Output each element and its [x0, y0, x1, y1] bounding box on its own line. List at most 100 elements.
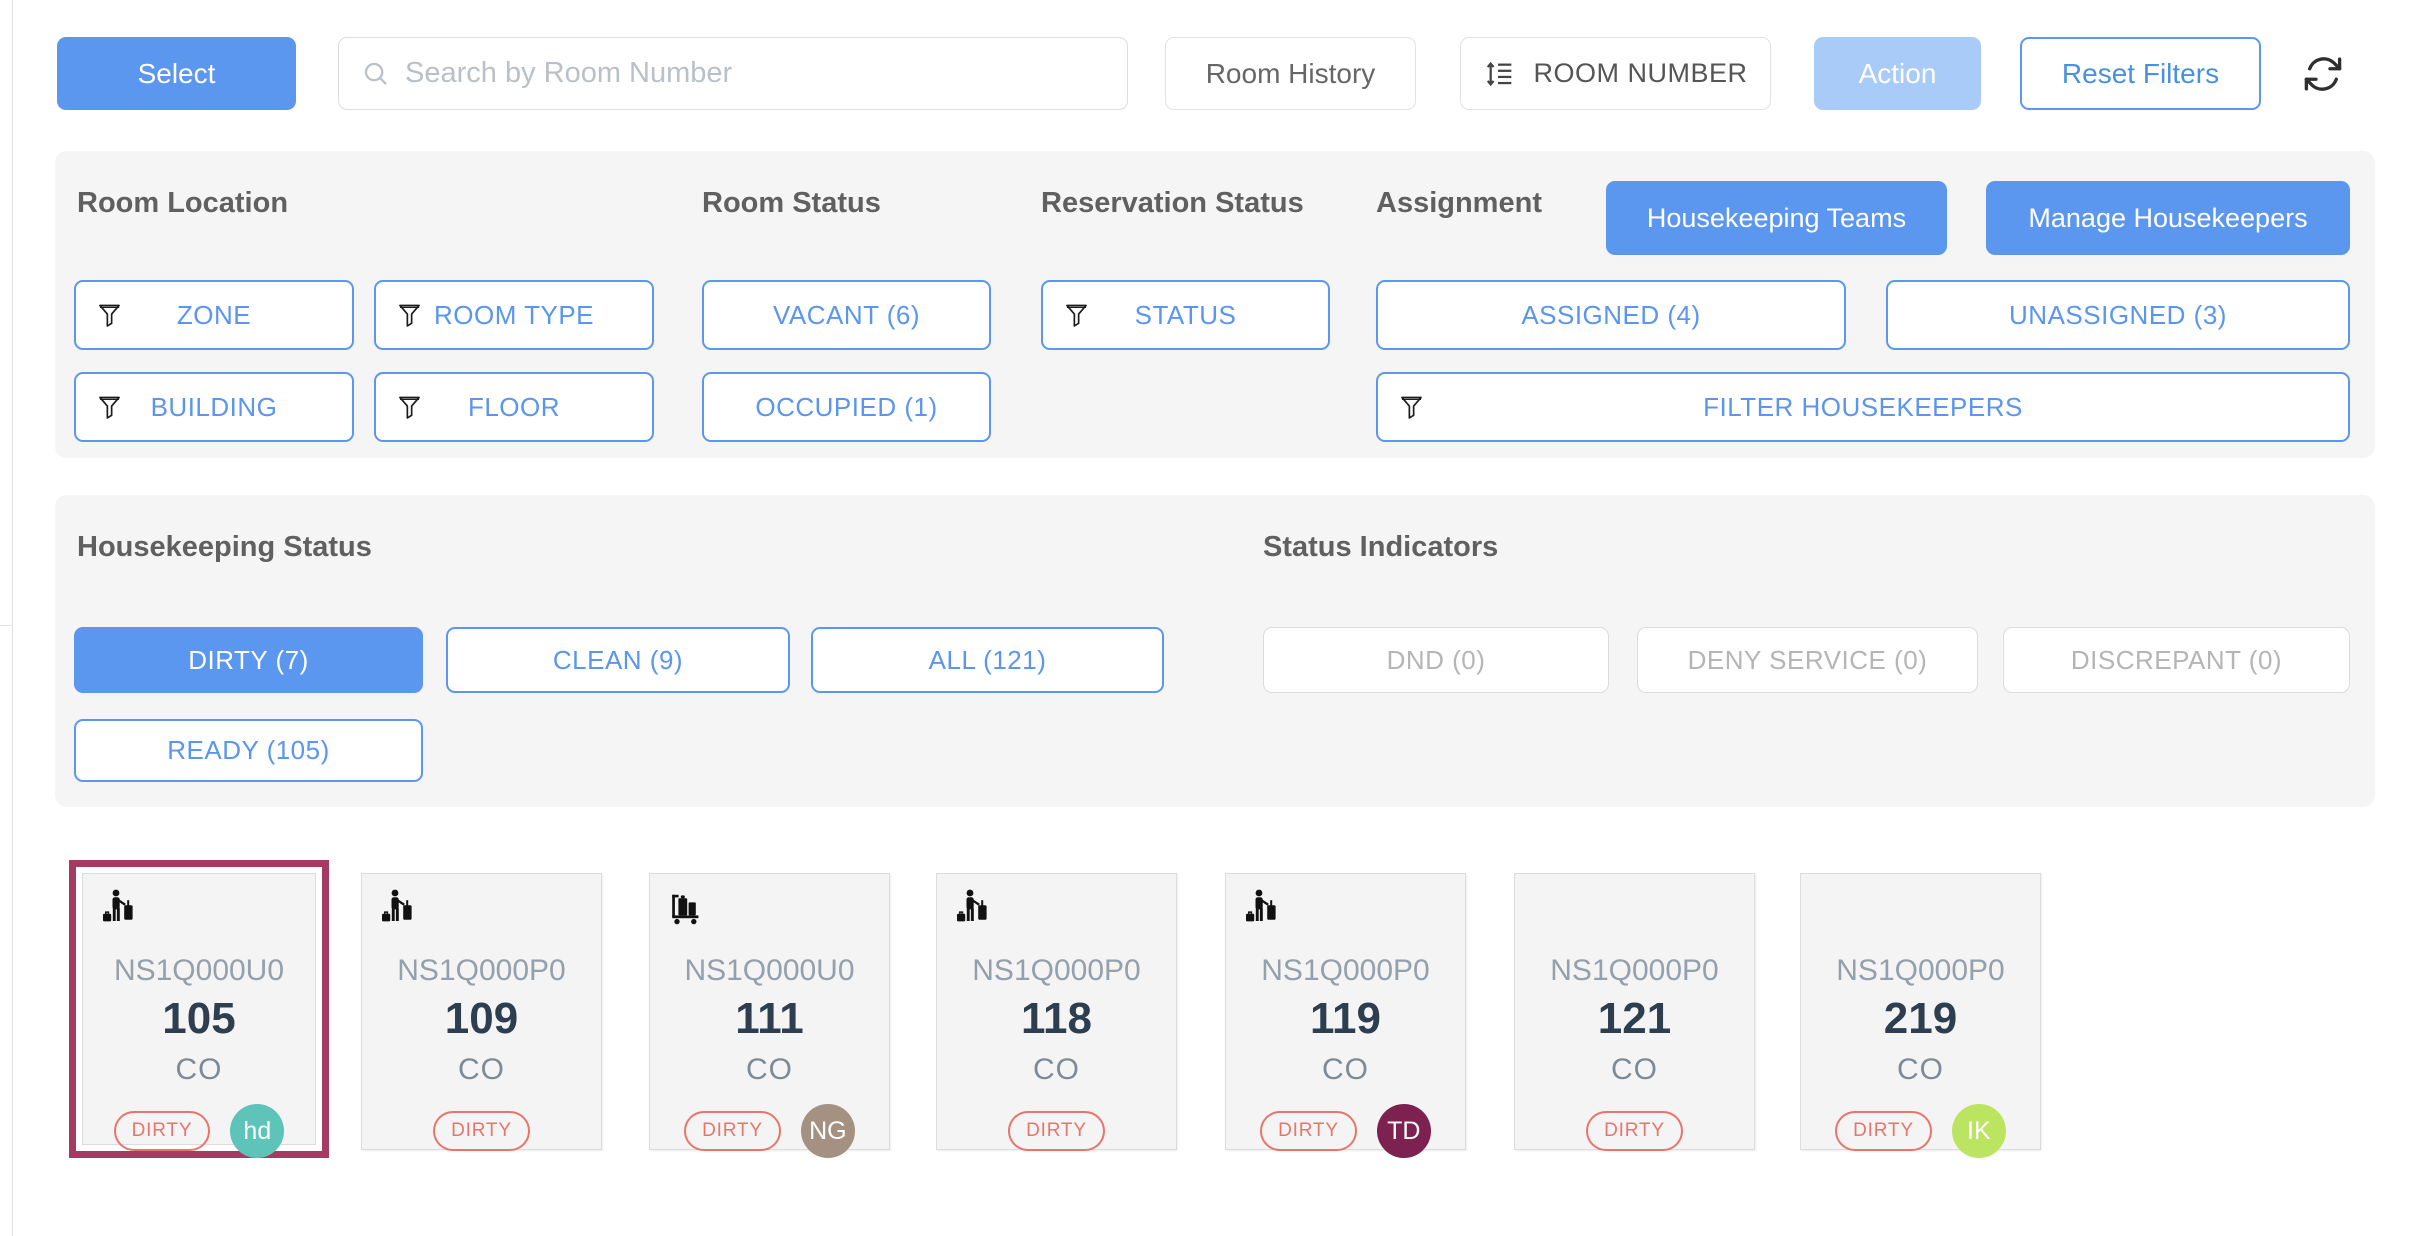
filter-floor-label: FLOOR [467, 391, 561, 422]
filter-housekeepers-label: FILTER HOUSEKEEPERS [1703, 391, 2023, 422]
room-number: 109 [444, 994, 519, 1043]
manage-housekeepers-button[interactable]: Manage Housekeepers [1986, 181, 2350, 255]
room-type-code: NS1Q000P0 [972, 954, 1141, 987]
room-card-119[interactable]: NS1Q000P0 119 CO DIRTY TD [1225, 873, 1466, 1158]
filter-funnel-icon [396, 302, 423, 329]
reservation-code: CO [1322, 1053, 1369, 1086]
guest-with-luggage-icon [1242, 888, 1282, 928]
select-button[interactable]: Select [57, 37, 296, 110]
filter-occupied-label: OCCUPIED (1) [755, 391, 938, 422]
guest-with-luggage-icon [378, 888, 418, 928]
indicator-deny-service-label: DENY SERVICE (0) [1687, 644, 1928, 675]
sort-label: ROOM NUMBER [1533, 58, 1748, 88]
room-card-219[interactable]: NS1Q000P0 219 CO DIRTY IK [1800, 873, 2041, 1158]
action-button[interactable]: Action [1814, 37, 1981, 110]
filter-zone-label: ZONE [176, 299, 252, 330]
filter-funnel-icon [1398, 394, 1425, 421]
sort-by-room-number-button[interactable]: ROOM NUMBER [1460, 37, 1771, 110]
room-number: 119 [1310, 994, 1381, 1043]
room-number: 111 [735, 994, 804, 1043]
reservation-code: CO [175, 1053, 223, 1086]
status-indicators-title: Status Indicators [1263, 531, 1499, 563]
search-icon [361, 59, 391, 89]
filter-occupied-button[interactable]: OCCUPIED (1) [702, 372, 991, 442]
room-number: 219 [1883, 994, 1958, 1043]
dirty-status-badge: DIRTY [433, 1111, 530, 1151]
indicator-dnd-label: DND (0) [1386, 644, 1486, 675]
indicator-discrepant-button[interactable]: DISCREPANT (0) [2003, 627, 2350, 693]
room-type-code: NS1Q000P0 [1261, 954, 1430, 987]
housekeeping-status-panel: Housekeeping Status Status Indicators DI… [55, 495, 2375, 807]
indicator-discrepant-label: DISCREPANT (0) [2070, 644, 2283, 675]
filter-unassigned-button[interactable]: UNASSIGNED (3) [1886, 280, 2350, 350]
dirty-status-badge: DIRTY [1260, 1111, 1357, 1151]
indicator-deny-service-button[interactable]: DENY SERVICE (0) [1637, 627, 1978, 693]
dirty-status-badge: DIRTY [684, 1111, 781, 1151]
room-card-109[interactable]: NS1Q000P0 109 CO DIRTY [361, 873, 602, 1151]
filter-assigned-button[interactable]: ASSIGNED (4) [1376, 280, 1846, 350]
filter-housekeepers-button[interactable]: FILTER HOUSEKEEPERS [1376, 372, 2350, 442]
room-card-105-selected-frame[interactable]: NS1Q000U0 105 CO DIRTY hd [69, 860, 329, 1158]
sort-icon [1484, 58, 1516, 90]
filter-reservation-status-button[interactable]: STATUS [1041, 280, 1330, 350]
indicator-dnd-button[interactable]: DND (0) [1263, 627, 1609, 693]
refresh-icon[interactable] [2302, 53, 2344, 95]
reservation-code: CO [1033, 1053, 1080, 1086]
dirty-status-badge: DIRTY [1835, 1111, 1932, 1151]
room-status-title: Room Status [702, 187, 881, 219]
room-card-121[interactable]: NS1Q000P0 121 CO DIRTY [1514, 873, 1755, 1151]
room-card-111[interactable]: NS1Q000U0 111 CO DIRTY NG [649, 873, 890, 1158]
filter-dirty-label: DIRTY (7) [188, 644, 309, 675]
filter-clean-button[interactable]: CLEAN (9) [446, 627, 790, 693]
filter-vacant-button[interactable]: VACANT (6) [702, 280, 991, 350]
guest-with-luggage-icon [953, 888, 993, 928]
filter-funnel-icon [396, 394, 423, 421]
left-edge-divider [12, 0, 13, 1236]
filter-funnel-icon [96, 302, 123, 329]
housekeeping-status-title: Housekeeping Status [77, 531, 372, 563]
filter-vacant-label: VACANT (6) [772, 299, 921, 330]
housekeeper-badge[interactable]: IK [1951, 1104, 2006, 1158]
room-type-code: NS1Q000P0 [397, 954, 566, 987]
room-number: 118 [1021, 994, 1092, 1043]
luggage-cart-icon [666, 888, 706, 928]
filter-panel: Room Location Room Status Reservation St… [55, 151, 2375, 458]
filter-building-button[interactable]: BUILDING [74, 372, 354, 442]
filter-ready-button[interactable]: READY (105) [74, 719, 423, 782]
dirty-status-badge: DIRTY [113, 1111, 211, 1151]
filter-room-type-button[interactable]: ROOM TYPE [374, 280, 654, 350]
housekeeper-badge[interactable]: TD [1376, 1104, 1431, 1158]
reservation-code: CO [1897, 1053, 1944, 1086]
filter-funnel-icon [1063, 302, 1090, 329]
housekeeper-badge[interactable]: hd [230, 1104, 285, 1158]
filter-unassigned-label: UNASSIGNED (3) [2009, 299, 2227, 330]
room-type-code: NS1Q000U0 [113, 954, 285, 987]
filter-dirty-button[interactable]: DIRTY (7) [74, 627, 423, 693]
room-card-118[interactable]: NS1Q000P0 118 CO DIRTY [936, 873, 1177, 1151]
housekeeping-teams-button[interactable]: Housekeeping Teams [1606, 181, 1947, 255]
reservation-status-title: Reservation Status [1041, 187, 1304, 219]
room-type-code: NS1Q000P0 [1550, 954, 1719, 987]
reservation-code: CO [458, 1053, 505, 1086]
housekeeper-badge[interactable]: NG [800, 1104, 855, 1158]
filter-ready-label: READY (105) [167, 735, 330, 765]
reservation-code: CO [746, 1053, 793, 1086]
filter-all-button[interactable]: ALL (121) [811, 627, 1164, 693]
room-number: 105 [162, 994, 236, 1043]
room-card[interactable]: NS1Q000U0 105 CO DIRTY hd [82, 873, 316, 1158]
guest-with-luggage-icon [99, 888, 139, 928]
filter-reservation-status-label: STATUS [1134, 299, 1237, 330]
room-type-code: NS1Q000U0 [684, 954, 855, 987]
room-type-code: NS1Q000P0 [1836, 954, 2005, 987]
search-input[interactable] [391, 38, 1127, 109]
search-box[interactable] [338, 37, 1128, 110]
room-number: 121 [1597, 994, 1672, 1043]
filter-clean-label: CLEAN (9) [552, 644, 684, 675]
filter-floor-button[interactable]: FLOOR [374, 372, 654, 442]
reservation-code: CO [1611, 1053, 1658, 1086]
filter-zone-button[interactable]: ZONE [74, 280, 354, 350]
room-history-button[interactable]: Room History [1165, 37, 1416, 110]
reset-filters-button[interactable]: Reset Filters [2020, 37, 2261, 110]
filter-funnel-icon [96, 394, 123, 421]
dirty-status-badge: DIRTY [1586, 1111, 1683, 1151]
